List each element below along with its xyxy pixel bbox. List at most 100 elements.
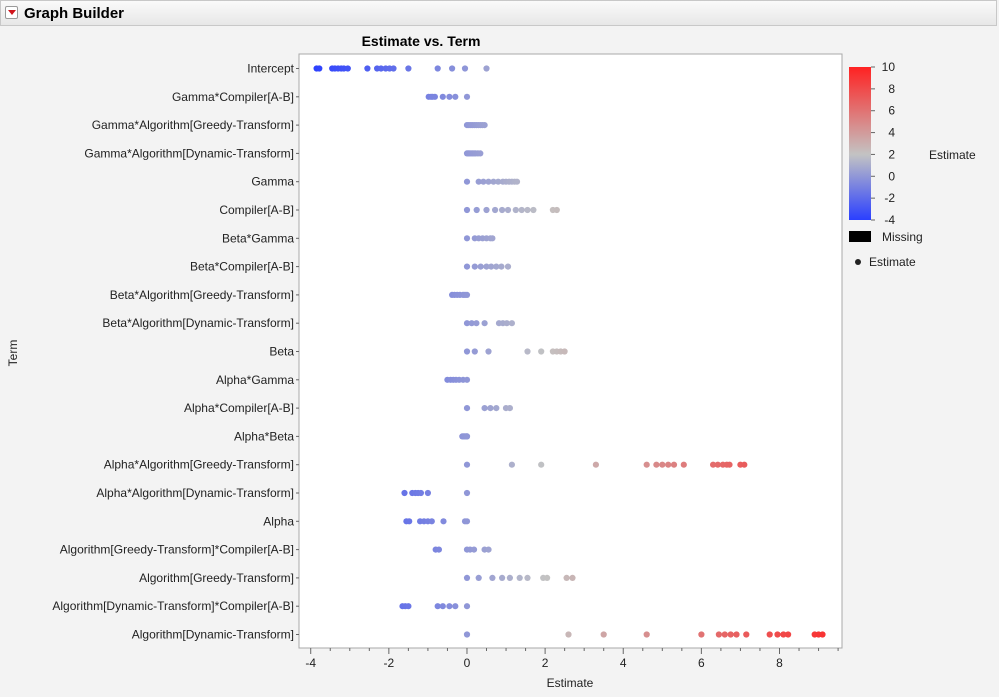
data-point <box>653 461 660 468</box>
y-tick-label: Alpha <box>263 514 294 528</box>
data-point <box>492 206 499 214</box>
data-point <box>471 348 478 355</box>
estimate-vs-term-chart: Estimate vs. Term Intercept Gamma*Compile… <box>6 33 976 690</box>
x-tick-label: 2 <box>542 656 549 670</box>
y-tick-label: Alpha*Beta <box>234 429 294 443</box>
data-point <box>512 206 519 214</box>
data-point <box>481 122 488 129</box>
y-tick-label: Gamma*Algorithm[Greedy-Transform] <box>92 118 294 132</box>
data-point <box>463 235 471 242</box>
y-tick-label: Algorithm[Greedy-Transform]*Compiler[A-B… <box>60 543 294 557</box>
data-point <box>670 461 678 468</box>
data-point <box>461 65 469 72</box>
data-point <box>495 178 502 185</box>
data-point <box>316 65 323 72</box>
data-point <box>569 574 576 582</box>
data-point <box>487 405 494 412</box>
x-axis: -4 -2 0 2 4 6 8 <box>305 648 839 670</box>
data-point <box>377 65 385 72</box>
data-point <box>439 93 446 100</box>
data-point <box>726 461 733 468</box>
data-point <box>565 631 572 638</box>
data-point <box>499 574 506 582</box>
data-point <box>643 461 650 468</box>
data-point <box>480 178 487 185</box>
estimate-legend-marker <box>855 259 861 265</box>
data-point <box>405 603 412 610</box>
data-point <box>727 631 734 638</box>
data-point <box>424 489 431 497</box>
data-point <box>463 206 471 214</box>
data-point <box>485 348 492 355</box>
data-point <box>406 518 413 525</box>
color-scale-tick-label: 8 <box>888 82 895 96</box>
data-point <box>463 603 471 610</box>
data-point <box>485 546 492 553</box>
color-scale-tick-label: 10 <box>882 60 896 74</box>
data-point <box>446 93 453 100</box>
data-point <box>401 489 408 497</box>
data-point <box>715 631 723 638</box>
data-point <box>483 263 490 270</box>
data-point <box>473 206 480 214</box>
y-axis-category-labels: Intercept Gamma*Compiler[A-B] Gamma*Algori… <box>52 62 294 642</box>
data-point <box>538 461 545 468</box>
data-point <box>483 206 490 214</box>
y-tick-label: Alpha*Compiler[A-B] <box>184 401 294 415</box>
data-points <box>313 65 826 638</box>
y-tick-label: Beta <box>269 345 294 359</box>
data-point <box>431 93 438 100</box>
y-axis-label: Term <box>6 340 20 367</box>
data-point <box>463 178 471 185</box>
data-point <box>819 631 826 638</box>
data-point <box>563 574 570 582</box>
data-point <box>463 405 471 412</box>
color-scale-tick-label: 4 <box>888 126 895 140</box>
data-point <box>530 206 537 214</box>
x-tick-label: 0 <box>464 656 471 670</box>
color-scale-tick-label: 0 <box>888 169 895 183</box>
y-tick-label: Gamma <box>251 175 294 189</box>
y-axis-ticks <box>296 68 299 635</box>
window-title: Graph Builder <box>24 5 125 22</box>
data-point <box>481 320 488 327</box>
x-axis-label: Estimate <box>547 676 594 690</box>
data-point <box>508 320 515 327</box>
data-point <box>561 348 568 355</box>
data-point <box>475 178 482 185</box>
data-point <box>446 603 453 610</box>
data-point <box>463 489 471 497</box>
y-tick-label: Alpha*Algorithm[Greedy-Transform] <box>104 458 294 472</box>
data-point <box>463 348 471 355</box>
y-tick-label: Gamma*Algorithm[Dynamic-Transform] <box>84 146 294 160</box>
data-point <box>710 461 717 468</box>
data-point <box>743 631 750 638</box>
data-point <box>463 433 471 440</box>
y-tick-label: Gamma*Compiler[A-B] <box>172 90 294 104</box>
data-point <box>506 405 513 412</box>
data-point <box>493 405 500 412</box>
data-point <box>439 603 446 610</box>
data-point <box>506 574 513 582</box>
disclosure-icon[interactable] <box>5 6 18 19</box>
data-point <box>766 631 773 638</box>
color-scale-tick-label: -4 <box>884 213 895 227</box>
data-point <box>698 631 705 638</box>
y-tick-label: Algorithm[Dynamic-Transform]*Compiler[A-… <box>52 599 294 613</box>
data-point <box>665 461 672 468</box>
y-tick-label: Beta*Algorithm[Greedy-Transform] <box>110 288 294 302</box>
data-point <box>524 206 531 214</box>
data-point <box>741 461 748 468</box>
red-triangle-icon <box>8 10 16 15</box>
graph-builder-titlebar: Graph Builder <box>0 0 997 26</box>
data-point <box>463 631 471 638</box>
missing-label: Missing <box>882 230 923 244</box>
data-point <box>659 461 666 468</box>
data-point <box>714 461 721 468</box>
data-point <box>463 461 471 468</box>
data-point <box>483 65 490 72</box>
color-scale-tick-label: 6 <box>888 104 895 118</box>
data-point <box>489 574 496 582</box>
data-point <box>440 518 447 525</box>
data-point <box>463 574 471 582</box>
